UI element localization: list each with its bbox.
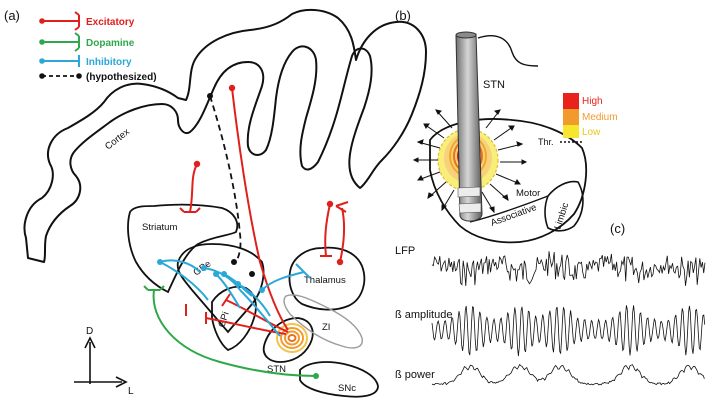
snc-label: SNc: [338, 383, 356, 394]
legend-dopamine: Dopamine: [39, 32, 135, 52]
electrode-lead-wire: [477, 34, 539, 67]
scale-high-label: High: [582, 96, 603, 107]
panel-a-label: (a): [4, 8, 20, 23]
hypothesized-pathway: [207, 93, 255, 277]
trace-lfp-label: LFP: [395, 245, 415, 257]
legend-excitatory-label: Excitatory: [86, 17, 135, 28]
orientation-axes: D L: [74, 326, 134, 397]
intensity-scale: High Medium Low Thr.: [538, 93, 618, 147]
beta-amplitude-trace: [431, 305, 706, 357]
stn-outline: [262, 317, 314, 363]
axis-lateral-label: L: [128, 386, 134, 397]
legend: Excitatory Dopamine Inhibitory (hypothes…: [39, 11, 157, 83]
stn-detail-outline: [429, 118, 588, 244]
legend-hypothesized: (hypothesized): [39, 72, 157, 83]
stn-label: STN: [267, 364, 286, 375]
lfp-trace: [431, 251, 706, 287]
cortex-label: Cortex: [103, 126, 132, 152]
snc-outline: [299, 361, 379, 398]
legend-inhibitory: Inhibitory: [39, 55, 132, 68]
excitatory-origins: [193, 84, 344, 266]
current-spread-arrows: [412, 109, 528, 214]
motor-label: Motor: [516, 188, 540, 199]
limbic-label: Limbic: [552, 201, 571, 231]
stn-detail-label: STN: [483, 79, 505, 91]
panel-b-label: (b): [395, 8, 411, 23]
dopamine-pathway: [143, 285, 319, 379]
striatum-label: Striatum: [142, 222, 177, 233]
threshold-label: Thr.: [538, 137, 554, 147]
limbic-boundary: [544, 180, 584, 232]
axis-dorsal-label: D: [86, 326, 93, 337]
trace-beta-power-label: ß power: [395, 369, 435, 381]
gpi-label: GPi: [216, 310, 231, 328]
legend-excitatory: Excitatory: [39, 11, 135, 31]
stn-stimulation-rings: [276, 323, 308, 353]
thalamus-label: Thalamus: [304, 275, 346, 286]
gpi-outline: [211, 285, 257, 352]
excitatory-pathways: [179, 87, 349, 335]
zi-outline: [283, 294, 363, 349]
thalamus-outline: [288, 246, 366, 311]
legend-dopamine-label: Dopamine: [86, 38, 135, 49]
legend-hypothesized-label: (hypothesized): [86, 72, 157, 83]
zi-label: ZI: [322, 322, 330, 333]
trace-beta-amplitude-label: ß amplitude: [395, 309, 452, 321]
legend-inhibitory-label: Inhibitory: [86, 57, 132, 68]
cortex-outline: [23, 8, 427, 263]
panel-c-label: (c): [610, 221, 625, 236]
striatum-outline: [127, 203, 239, 294]
inhibitory-origins: [157, 259, 265, 293]
scale-medium-label: Medium: [582, 112, 618, 123]
associative-label: Associative: [489, 202, 538, 229]
scale-low-label: Low: [582, 127, 601, 138]
dbs-electrode: [455, 31, 483, 222]
beta-power-trace: [431, 363, 705, 386]
